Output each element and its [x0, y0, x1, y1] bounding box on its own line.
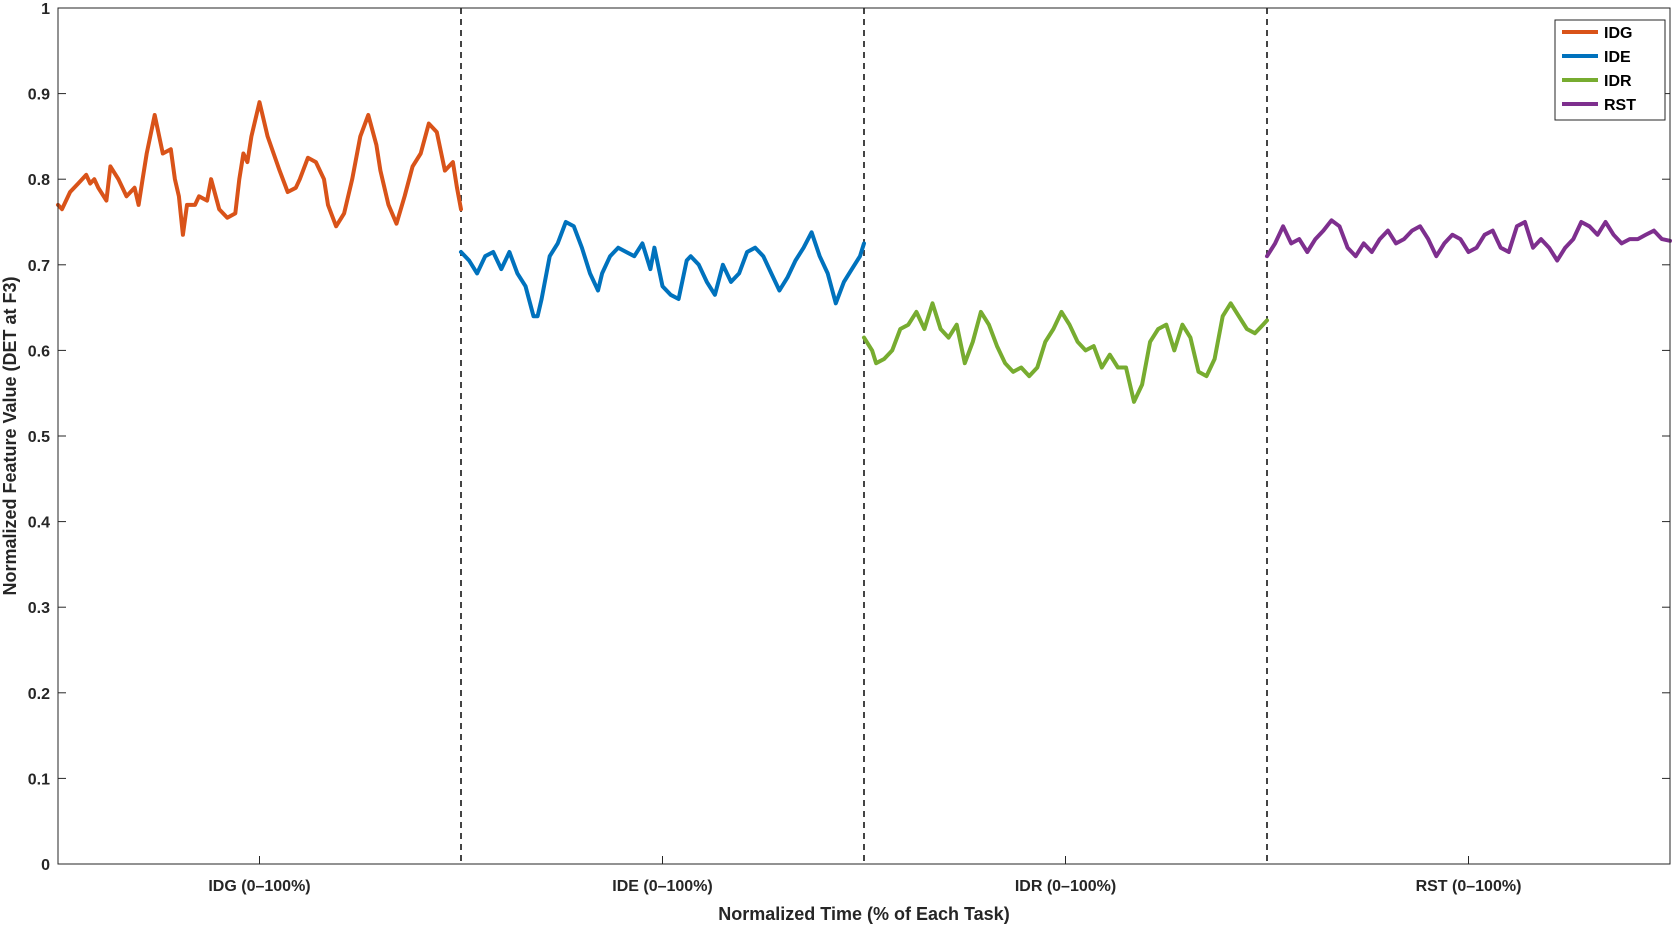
y-tick-label: 0.9: [28, 87, 50, 104]
y-tick-label: 0.8: [28, 172, 50, 189]
x-axis: IDG (0–100%) IDE (0–100%) IDR (0–100%) RST …: [208, 856, 1521, 895]
y-tick-label: 0.4: [28, 515, 50, 532]
plot-area: [58, 8, 1670, 864]
y-axis-title: Normalized Feature Value (DET at F3): [0, 276, 20, 595]
series-line-ide: [459, 220, 866, 319]
y-tick-label: 0: [41, 857, 50, 874]
x-axis-title: Normalized Time (% of Each Task): [718, 904, 1009, 924]
series-line-idr: [862, 301, 1269, 404]
y-tick-label: 0.6: [28, 343, 50, 360]
legend-label-rst: RST: [1604, 97, 1636, 114]
legend-label-idr: IDR: [1604, 73, 1632, 90]
y-axis: 0 0.1 0.2 0.3 0.4 0.5 0.6 0.7 0.8 0.9 1: [28, 1, 1670, 874]
legend: IDG IDE IDR RST: [1554, 19, 1666, 121]
legend-label-idg: IDG: [1604, 25, 1632, 42]
x-tick-label: RST (0–100%): [1416, 878, 1522, 895]
y-tick-label: 0.7: [28, 258, 50, 275]
x-tick-label: IDG (0–100%): [208, 878, 310, 895]
x-tick-label: IDR (0–100%): [1015, 878, 1116, 895]
series-line-idg: [56, 100, 463, 237]
legend-label-ide: IDE: [1604, 49, 1631, 66]
series-lines: [56, 100, 1672, 404]
y-tick-label: 0.2: [28, 686, 50, 703]
series-line-rst: [1265, 218, 1672, 263]
y-tick-label: 0.3: [28, 600, 50, 617]
y-tick-label: 1: [41, 1, 50, 18]
y-tick-label: 0.1: [28, 771, 50, 788]
y-tick-label: 0.5: [28, 429, 50, 446]
x-tick-label: IDE (0–100%): [612, 878, 713, 895]
